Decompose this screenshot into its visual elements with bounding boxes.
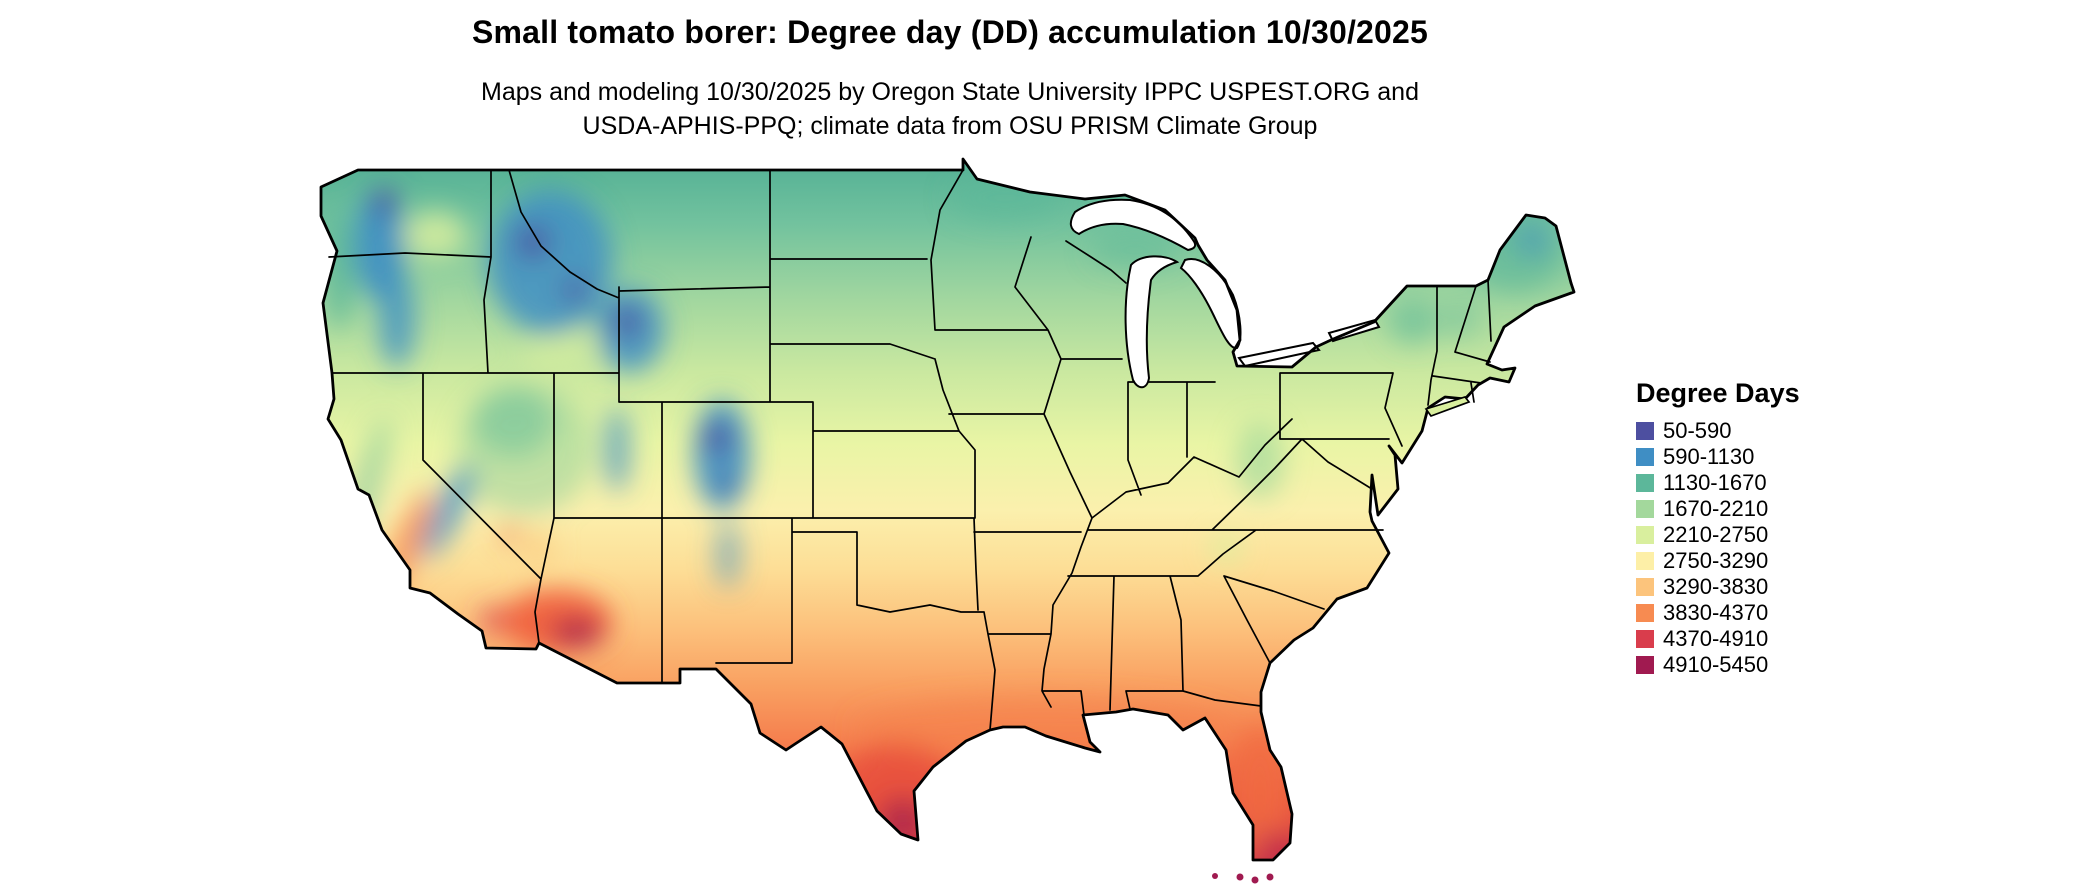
legend-swatch (1636, 526, 1654, 544)
legend-swatch (1636, 656, 1654, 674)
subtitle-line-2: USDA-APHIS-PPQ; climate data from OSU PR… (582, 112, 1318, 140)
legend-swatch (1636, 578, 1654, 596)
legend-entry: 2210-2750 (1636, 522, 1800, 548)
subtitle-line-1: Maps and modeling 10/30/2025 by Oregon S… (481, 78, 1419, 106)
lake-erie (1237, 341, 1321, 368)
legend-swatch (1636, 500, 1654, 518)
us-outline (319, 157, 1576, 862)
lake-michigan (1124, 255, 1180, 389)
legend: Degree Days 50-590 590-1130 1130-1670 16… (1636, 378, 1800, 678)
legend-label: 4370-4910 (1663, 626, 1769, 651)
long-island (1424, 396, 1471, 418)
legend-swatch (1636, 422, 1654, 440)
legend-entry: 3830-4370 (1636, 600, 1800, 626)
title-block: Small tomato borer: Degree day (DD) accu… (290, 14, 1610, 143)
legend-entry: 2750-3290 (1636, 548, 1800, 574)
legend-swatch (1636, 448, 1654, 466)
legend-entry: 1670-2210 (1636, 496, 1800, 522)
legend-label: 1670-2210 (1663, 496, 1769, 521)
legend-label: 50-590 (1663, 418, 1732, 443)
legend-label: 2750-3290 (1663, 548, 1769, 573)
florida-keys (1212, 873, 1274, 884)
state-borders (328, 169, 1492, 731)
legend-entry: 4910-5450 (1636, 652, 1800, 678)
legend-label: 2210-2750 (1663, 522, 1769, 547)
legend-swatch (1636, 552, 1654, 570)
us-degree-day-map (319, 157, 1576, 884)
legend-label: 1130-1670 (1663, 470, 1767, 495)
legend-entry: 1130-1670 (1636, 470, 1800, 496)
legend-swatch (1636, 474, 1654, 492)
legend-label: 3830-4370 (1663, 600, 1769, 625)
legend-label: 3290-3830 (1663, 574, 1769, 599)
lake-superior (1069, 198, 1197, 252)
legend-label: 4910-5450 (1663, 652, 1769, 677)
legend-entry: 50-590 (1636, 418, 1800, 444)
legend-label: 590-1130 (1663, 444, 1755, 469)
legend-entry: 3290-3830 (1636, 574, 1800, 600)
legend-entry: 4370-4910 (1636, 626, 1800, 652)
legend-swatch (1636, 604, 1654, 622)
page-title: Small tomato borer: Degree day (DD) accu… (471, 14, 1429, 50)
legend-swatch (1636, 630, 1654, 648)
legend-title: Degree Days (1636, 378, 1800, 408)
legend-entry: 590-1130 (1636, 444, 1800, 470)
